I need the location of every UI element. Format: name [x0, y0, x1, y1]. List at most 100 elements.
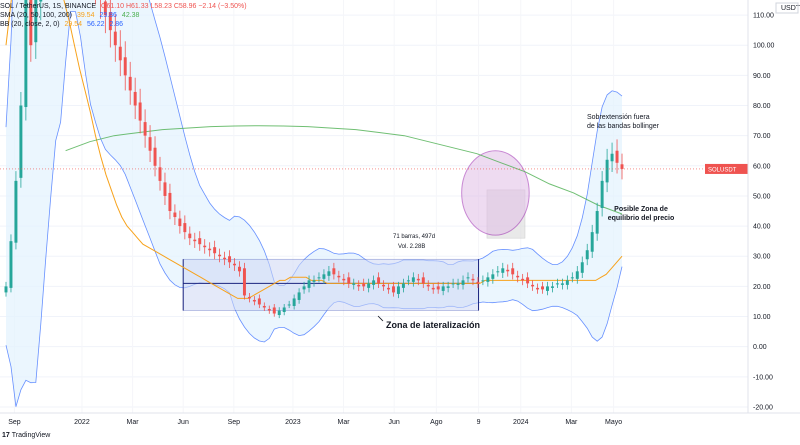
overextension-circle[interactable]	[461, 150, 530, 236]
candle-body[interactable]	[252, 299, 256, 302]
candle-body[interactable]	[128, 76, 132, 91]
candle-body[interactable]	[168, 192, 172, 212]
candle-body[interactable]	[610, 153, 614, 162]
candle-body[interactable]	[208, 248, 212, 251]
candle-body[interactable]	[213, 247, 217, 254]
tradingview-logo[interactable]: 17 TradingView	[2, 432, 50, 439]
candle-body[interactable]	[203, 245, 207, 248]
candle-body[interactable]	[183, 223, 187, 233]
candle-body[interactable]	[506, 269, 510, 272]
candle-body[interactable]	[411, 277, 415, 282]
candle-body[interactable]	[620, 164, 624, 169]
candles-layer[interactable]	[4, 0, 624, 319]
candle-body[interactable]	[163, 182, 167, 196]
candle-body[interactable]	[550, 286, 554, 288]
candle-body[interactable]	[332, 268, 336, 275]
candle-body[interactable]	[416, 278, 420, 281]
candle-body[interactable]	[19, 105, 23, 178]
candle-body[interactable]	[387, 287, 390, 290]
candle-body[interactable]	[367, 283, 371, 288]
candle-body[interactable]	[297, 292, 301, 300]
candle-body[interactable]	[307, 280, 311, 288]
candle-body[interactable]	[34, 0, 38, 43]
candle-body[interactable]	[193, 239, 197, 242]
candle-body[interactable]	[396, 286, 400, 294]
candle-body[interactable]	[362, 283, 366, 287]
candle-body[interactable]	[153, 147, 157, 166]
candle-body[interactable]	[560, 283, 564, 285]
candle-body[interactable]	[590, 232, 594, 252]
candle-body[interactable]	[516, 275, 520, 278]
candle-body[interactable]	[14, 180, 18, 243]
candle-body[interactable]	[401, 283, 405, 288]
candle-body[interactable]	[188, 233, 192, 239]
candle-body[interactable]	[531, 284, 535, 287]
candle-body[interactable]	[466, 277, 470, 279]
candle-body[interactable]	[471, 278, 475, 281]
sma-legend[interactable]: SMA (20, 50, 100, 200) 39.54 23.86 42.38	[0, 12, 139, 19]
candle-body[interactable]	[9, 241, 13, 288]
candle-body[interactable]	[267, 308, 271, 311]
candle-body[interactable]	[575, 271, 579, 279]
candle-body[interactable]	[342, 278, 346, 281]
candle-body[interactable]	[242, 268, 246, 296]
candle-body[interactable]	[585, 250, 589, 260]
candle-body[interactable]	[29, 0, 33, 46]
candle-body[interactable]	[511, 268, 515, 275]
candle-body[interactable]	[317, 277, 321, 279]
candle-body[interactable]	[426, 284, 430, 287]
candle-body[interactable]	[133, 91, 137, 106]
candle-body[interactable]	[352, 283, 356, 285]
candle-body[interactable]	[327, 271, 331, 276]
candle-body[interactable]	[113, 31, 117, 46]
x-axis[interactable]: Sep 2022 Mar Jun Sep 2023 Mar Jun Ago 9 2024 Mar May…	[0, 412, 800, 426]
symbol-legend[interactable]: SOL / TetherUS, 1S, BINANCE O61.10 H61.3…	[0, 3, 247, 10]
candle-body[interactable]	[605, 159, 609, 183]
candle-body[interactable]	[287, 304, 291, 306]
candle-body[interactable]	[223, 257, 227, 260]
candle-body[interactable]	[377, 277, 381, 284]
candle-body[interactable]	[357, 284, 361, 287]
candle-body[interactable]	[123, 57, 127, 76]
candle-body[interactable]	[555, 283, 559, 285]
candle-body[interactable]	[272, 307, 276, 314]
candle-body[interactable]	[118, 46, 122, 61]
candle-body[interactable]	[406, 280, 410, 282]
candle-body[interactable]	[282, 307, 286, 313]
candle-body[interactable]	[143, 122, 147, 136]
candle-body[interactable]	[491, 274, 495, 279]
candle-body[interactable]	[486, 277, 490, 282]
candle-body[interactable]	[546, 286, 549, 291]
candle-body[interactable]	[277, 310, 281, 316]
candle-body[interactable]	[39, 0, 43, 2]
candle-body[interactable]	[565, 280, 569, 285]
candle-body[interactable]	[431, 287, 435, 290]
candle-body[interactable]	[233, 263, 236, 266]
candle-body[interactable]	[292, 298, 296, 306]
candle-body[interactable]	[228, 256, 232, 263]
bb-legend[interactable]: BB (20, close, 2, 0) 29.54 56.22 2.86	[0, 21, 123, 28]
candle-body[interactable]	[461, 280, 465, 285]
candle-body[interactable]	[451, 283, 455, 285]
candle-body[interactable]	[476, 281, 480, 284]
candle-body[interactable]	[4, 286, 8, 293]
candle-body[interactable]	[103, 1, 107, 16]
candle-body[interactable]	[526, 277, 530, 284]
candle-body[interactable]	[496, 271, 500, 273]
candle-body[interactable]	[536, 287, 540, 290]
candle-body[interactable]	[138, 102, 142, 121]
candle-body[interactable]	[347, 277, 351, 284]
candle-body[interactable]	[600, 180, 604, 209]
candle-body[interactable]	[238, 266, 241, 272]
candle-body[interactable]	[108, 12, 112, 31]
candle-body[interactable]	[501, 268, 505, 273]
candle-body[interactable]	[218, 254, 222, 257]
candle-body[interactable]	[158, 167, 162, 181]
lateral-zone-box[interactable]	[182, 258, 479, 311]
candle-body[interactable]	[441, 286, 445, 291]
candle-body[interactable]	[521, 278, 525, 281]
candle-body[interactable]	[148, 137, 152, 151]
candle-body[interactable]	[481, 280, 485, 282]
candle-body[interactable]	[173, 212, 177, 218]
